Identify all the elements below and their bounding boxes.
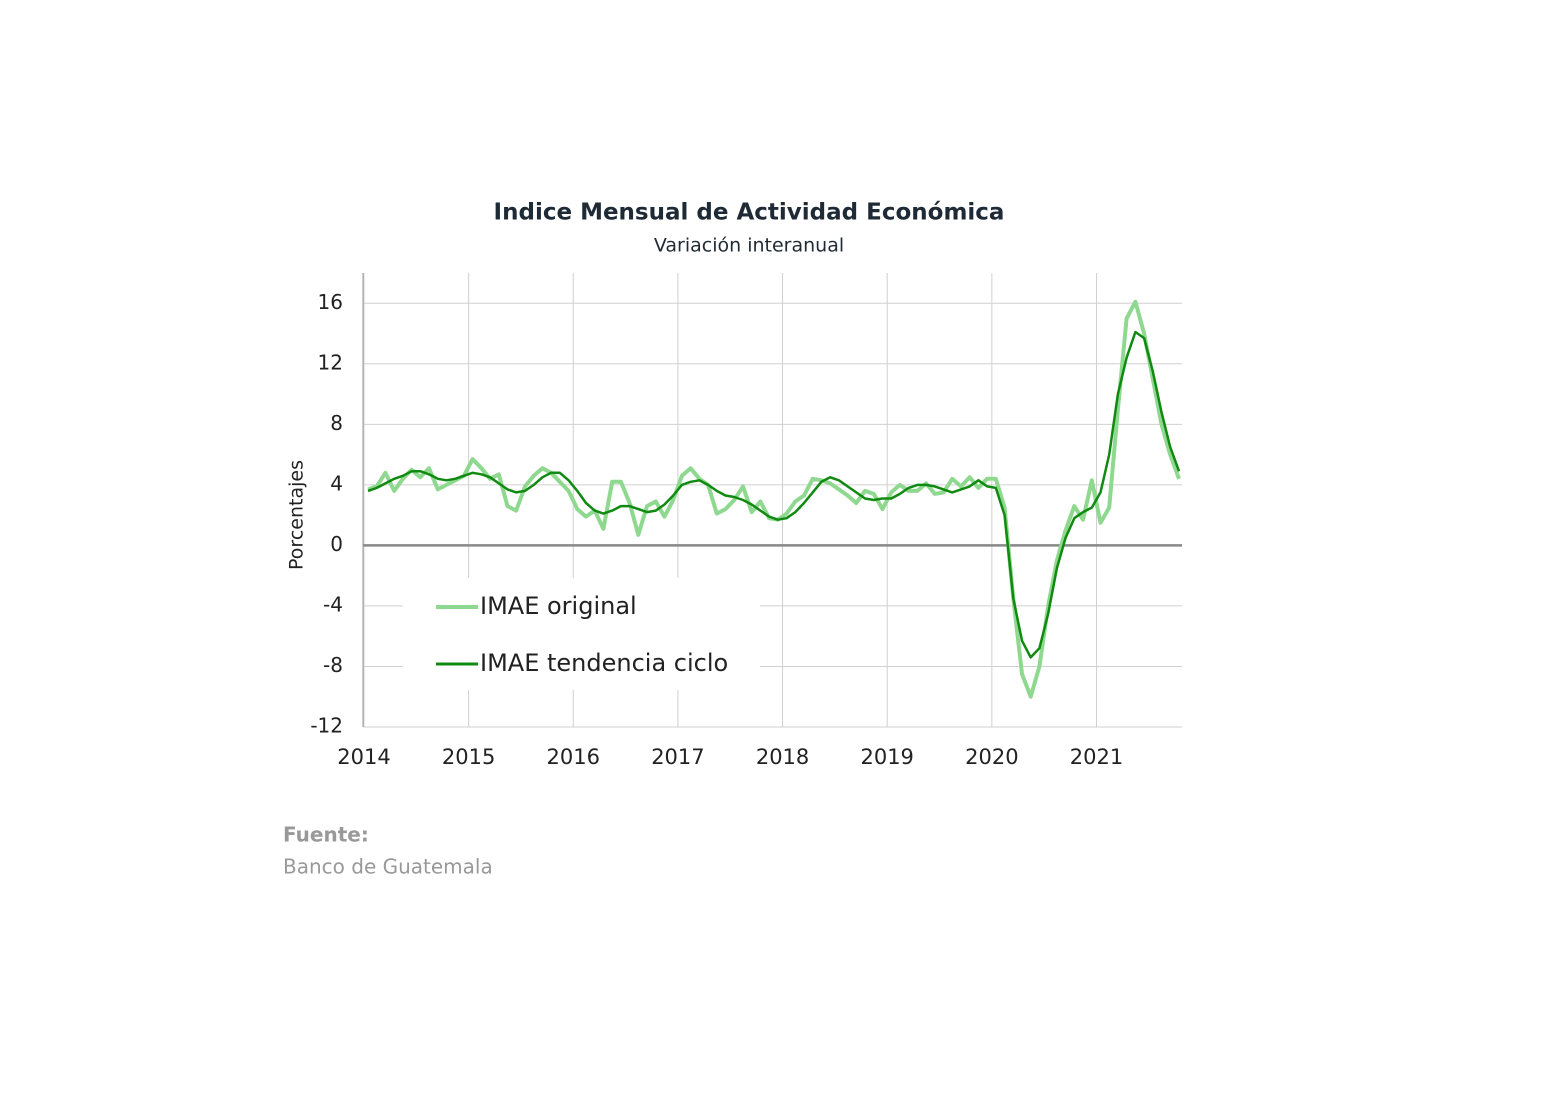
x-tick-label: 2015	[442, 745, 495, 769]
y-tick-label: 16	[318, 290, 343, 314]
chart-title: Indice Mensual de Actividad Económica	[494, 200, 1005, 226]
x-tick-label: 2017	[651, 745, 704, 769]
y-tick-label: 8	[330, 411, 343, 435]
y-tick-label: -4	[323, 592, 343, 616]
y-tick-label: -12	[310, 714, 343, 738]
legend-label: IMAE original	[480, 592, 637, 620]
x-tick-label: 2019	[860, 745, 913, 769]
x-tick-label: 2018	[756, 745, 809, 769]
source: Banco de Guatemala	[283, 855, 493, 879]
x-tick-label: 2016	[547, 745, 600, 769]
y-tick-label: 12	[318, 350, 343, 374]
x-tick-label: 2020	[965, 745, 1018, 769]
y-tick-label: 0	[330, 532, 343, 556]
x-tick-label: 2014	[337, 745, 390, 769]
source-label: Fuente:	[283, 823, 369, 847]
y-axis-label: Porcentajes	[286, 460, 308, 570]
chart-subtitle: Variación interanual	[654, 235, 844, 257]
legend-box	[403, 578, 760, 690]
x-tick-label: 2021	[1070, 745, 1123, 769]
y-tick-label: 4	[330, 471, 343, 495]
series-line	[367, 330, 1181, 659]
legend-label: IMAE tendencia ciclo	[480, 649, 728, 677]
y-tick-label: -8	[323, 653, 343, 677]
